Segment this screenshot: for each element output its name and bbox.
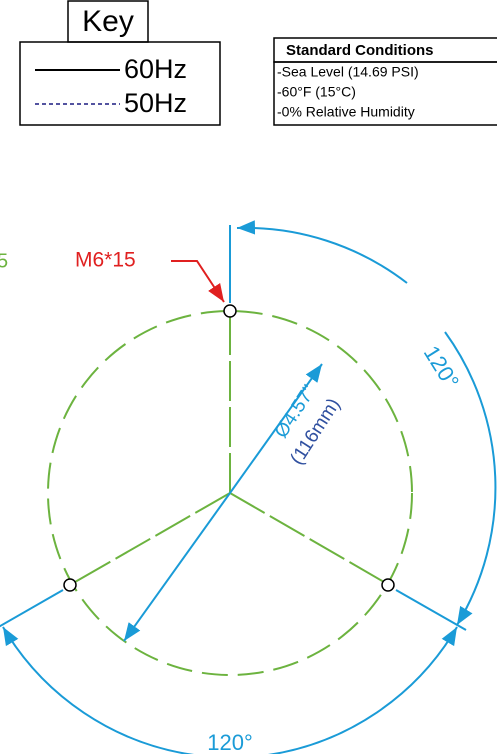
condition-line: -0% Relative Humidity xyxy=(277,104,415,120)
holes xyxy=(63,304,395,592)
radial-lines xyxy=(74,316,385,583)
condition-line: -Sea Level (14.69 PSI) xyxy=(277,64,419,80)
hole-label: M6*15 xyxy=(75,249,136,272)
edge-label: 5 xyxy=(0,250,8,272)
key-label: 50Hz xyxy=(124,88,187,118)
conditions-title: Standard Conditions xyxy=(286,42,434,59)
conditions-box xyxy=(273,61,497,126)
key-title: Key xyxy=(82,5,134,38)
condition-line: -60°F (15°C) xyxy=(277,84,356,100)
key-box xyxy=(19,41,221,126)
hole-leader xyxy=(171,260,225,303)
key-label: 60Hz xyxy=(124,54,187,84)
bolt-circle xyxy=(47,310,413,676)
angle-label: 120° xyxy=(207,730,253,754)
dimension-lines xyxy=(0,220,497,754)
